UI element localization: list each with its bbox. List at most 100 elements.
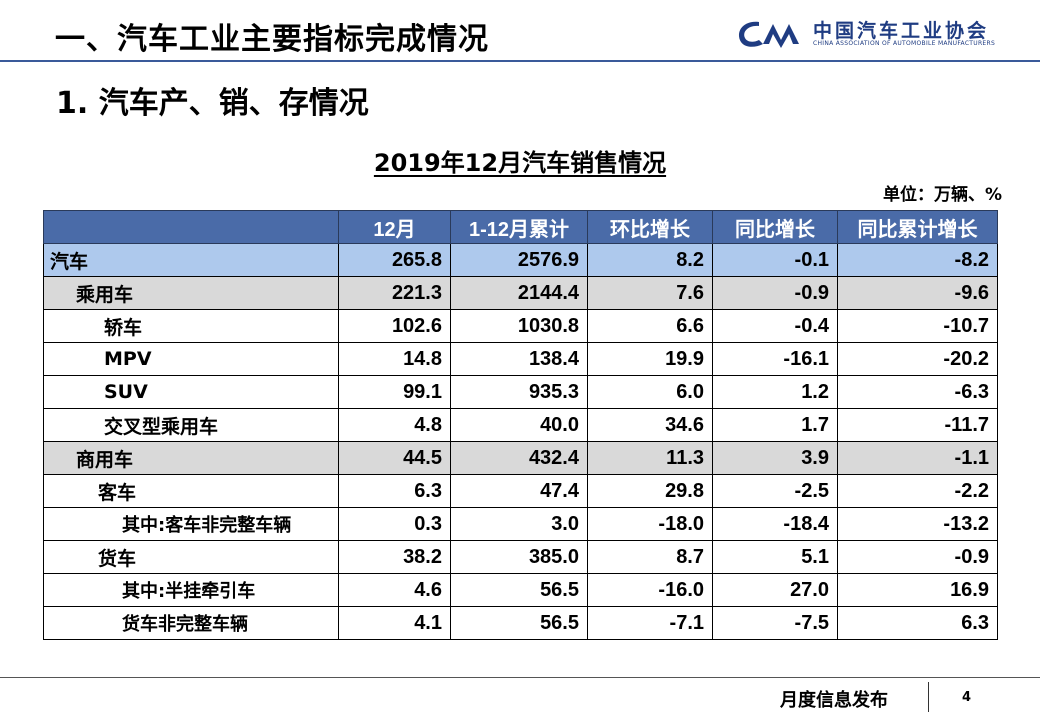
cell-value: -18.0	[587, 507, 713, 541]
row-label: 商用车	[43, 441, 339, 475]
cell-value: -2.2	[837, 474, 998, 508]
section-title: 1. 汽车产、销、存情况	[56, 86, 369, 121]
logo-english-name: CHINA ASSOCIATION OF AUTOMOBILE MANUFACT…	[813, 40, 996, 47]
table-header-row: 12月 1-12月累计 环比增长 同比增长 同比累计增长	[43, 210, 998, 244]
cell-value: 56.5	[450, 573, 588, 607]
table-row: 客车 6.3 47.4 29.8 -2.5 -2.2	[43, 474, 998, 508]
table-row: SUV 99.1 935.3 6.0 1.2 -6.3	[43, 375, 998, 409]
cell-value: 4.1	[338, 606, 451, 640]
table-title: 2019年12月汽车销售情况	[0, 143, 1040, 178]
column-header: 同比累计增长	[837, 210, 998, 244]
header-divider	[0, 60, 1040, 62]
cell-value: 265.8	[338, 243, 451, 277]
cell-value: 99.1	[338, 375, 451, 409]
cell-value: 6.6	[587, 309, 713, 343]
cell-value: 1.7	[712, 408, 838, 442]
header-corner	[43, 210, 339, 244]
cell-value: -11.7	[837, 408, 998, 442]
cell-value: 102.6	[338, 309, 451, 343]
cell-value: 11.3	[587, 441, 713, 475]
row-label: 轿车	[43, 309, 339, 343]
table-row: 其中:客车非完整车辆 0.3 3.0 -18.0 -18.4 -13.2	[43, 507, 998, 541]
cell-value: 8.7	[587, 540, 713, 574]
logo-chinese-name: 中国汽车工业协会	[813, 20, 990, 42]
column-header: 环比增长	[587, 210, 713, 244]
cell-value: 2144.4	[450, 276, 588, 310]
row-label: 交叉型乘用车	[43, 408, 339, 442]
cell-value: 29.8	[587, 474, 713, 508]
row-label: 汽车	[43, 243, 339, 277]
column-header: 12月	[338, 210, 451, 244]
cell-value: 6.3	[338, 474, 451, 508]
cell-value: -8.2	[837, 243, 998, 277]
table-row: 货车非完整车辆 4.1 56.5 -7.1 -7.5 6.3	[43, 606, 998, 640]
cell-value: -13.2	[837, 507, 998, 541]
row-label: 其中:半挂牵引车	[43, 573, 339, 607]
cell-value: 3.9	[712, 441, 838, 475]
slide-title: 一、汽车工业主要指标完成情况	[55, 22, 489, 57]
cell-value: -0.9	[712, 276, 838, 310]
cell-value: 2576.9	[450, 243, 588, 277]
cell-value: -20.2	[837, 342, 998, 376]
row-label: MPV	[43, 342, 339, 376]
table-row: 汽车 265.8 2576.9 8.2 -0.1 -8.2	[43, 243, 998, 277]
cell-value: 34.6	[587, 408, 713, 442]
cell-value: 38.2	[338, 540, 451, 574]
table-row: 其中:半挂牵引车 4.6 56.5 -16.0 27.0 16.9	[43, 573, 998, 607]
cell-value: -0.9	[837, 540, 998, 574]
row-label: 客车	[43, 474, 339, 508]
cell-value: 16.9	[837, 573, 998, 607]
sales-table: 12月 1-12月累计 环比增长 同比增长 同比累计增长 汽车 265.8 25…	[43, 210, 998, 640]
table-row: 货车 38.2 385.0 8.7 5.1 -0.9	[43, 540, 998, 574]
cell-value: 1.2	[712, 375, 838, 409]
cell-value: -1.1	[837, 441, 998, 475]
column-header: 同比增长	[712, 210, 838, 244]
page-number: 4	[962, 690, 972, 705]
cell-value: 4.6	[338, 573, 451, 607]
cell-value: -16.0	[587, 573, 713, 607]
table-row: 交叉型乘用车 4.8 40.0 34.6 1.7 -11.7	[43, 408, 998, 442]
cell-value: -16.1	[712, 342, 838, 376]
row-label: 其中:客车非完整车辆	[43, 507, 339, 541]
cell-value: 47.4	[450, 474, 588, 508]
cell-value: 385.0	[450, 540, 588, 574]
cell-value: -10.7	[837, 309, 998, 343]
cell-value: 7.6	[587, 276, 713, 310]
column-header: 1-12月累计	[450, 210, 588, 244]
footer-separator	[928, 682, 929, 712]
caam-logo-icon	[739, 21, 799, 48]
cell-value: 8.2	[587, 243, 713, 277]
cell-value: -18.4	[712, 507, 838, 541]
cell-value: -7.5	[712, 606, 838, 640]
footer-divider	[0, 677, 1040, 678]
cell-value: 5.1	[712, 540, 838, 574]
unit-label: 单位：万辆、%	[882, 185, 1002, 205]
cell-value: 935.3	[450, 375, 588, 409]
cell-value: 3.0	[450, 507, 588, 541]
cell-value: 221.3	[338, 276, 451, 310]
cell-value: 19.9	[587, 342, 713, 376]
cell-value: 1030.8	[450, 309, 588, 343]
cell-value: 6.3	[837, 606, 998, 640]
cell-value: 27.0	[712, 573, 838, 607]
cell-value: -2.5	[712, 474, 838, 508]
footer-label: 月度信息发布	[780, 690, 888, 711]
table-row: 乘用车 221.3 2144.4 7.6 -0.9 -9.6	[43, 276, 998, 310]
cell-value: 138.4	[450, 342, 588, 376]
table-row: 轿车 102.6 1030.8 6.6 -0.4 -10.7	[43, 309, 998, 343]
cell-value: 14.8	[338, 342, 451, 376]
cell-value: 40.0	[450, 408, 588, 442]
cell-value: 0.3	[338, 507, 451, 541]
cell-value: -0.4	[712, 309, 838, 343]
table-row: 商用车 44.5 432.4 11.3 3.9 -1.1	[43, 441, 998, 475]
cell-value: -6.3	[837, 375, 998, 409]
cell-value: -0.1	[712, 243, 838, 277]
cell-value: -9.6	[837, 276, 998, 310]
row-label: 货车	[43, 540, 339, 574]
table-title-text: 2019年12月汽车销售情况	[373, 149, 667, 177]
row-label: SUV	[43, 375, 339, 409]
cell-value: 432.4	[450, 441, 588, 475]
row-label: 货车非完整车辆	[43, 606, 339, 640]
cell-value: 44.5	[338, 441, 451, 475]
cell-value: 4.8	[338, 408, 451, 442]
